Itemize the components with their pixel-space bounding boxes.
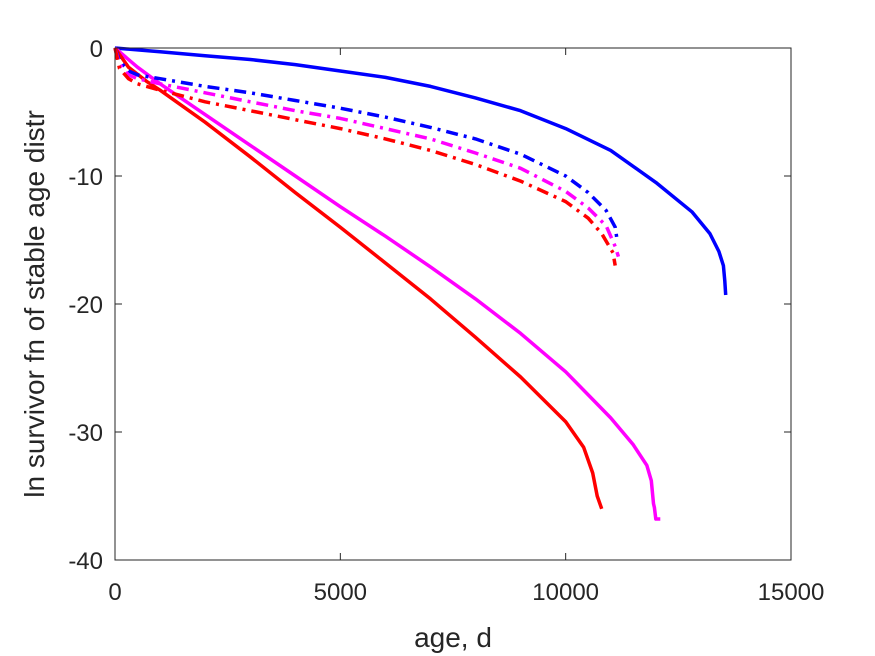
y-tick-label: -40 [68, 548, 103, 575]
x-axis-label: age, d [414, 622, 492, 653]
series-line-6 [113, 47, 617, 266]
axes-box [114, 47, 792, 561]
series-line-4 [113, 47, 620, 243]
y-tick-label: -10 [68, 164, 103, 191]
x-tick-label: 15000 [758, 579, 825, 606]
y-tick-label: 0 [90, 36, 103, 63]
series-line-3 [113, 46, 604, 510]
series-line-1 [114, 46, 728, 296]
series-layer [113, 46, 728, 521]
series-line-5 [113, 47, 621, 258]
x-tick-label: 0 [108, 579, 121, 606]
y-axis-label: ln survivor fn of stable age distr [19, 110, 50, 498]
series-line-2 [113, 46, 661, 521]
y-tick-label: -20 [68, 292, 103, 319]
x-tick-label: 5000 [314, 579, 367, 606]
tick-layer: 0 5000 10000 15000 0 -10 -20 -30 -40 [68, 36, 824, 606]
y-tick-label: -30 [68, 420, 103, 447]
x-tick-label: 10000 [532, 579, 599, 606]
